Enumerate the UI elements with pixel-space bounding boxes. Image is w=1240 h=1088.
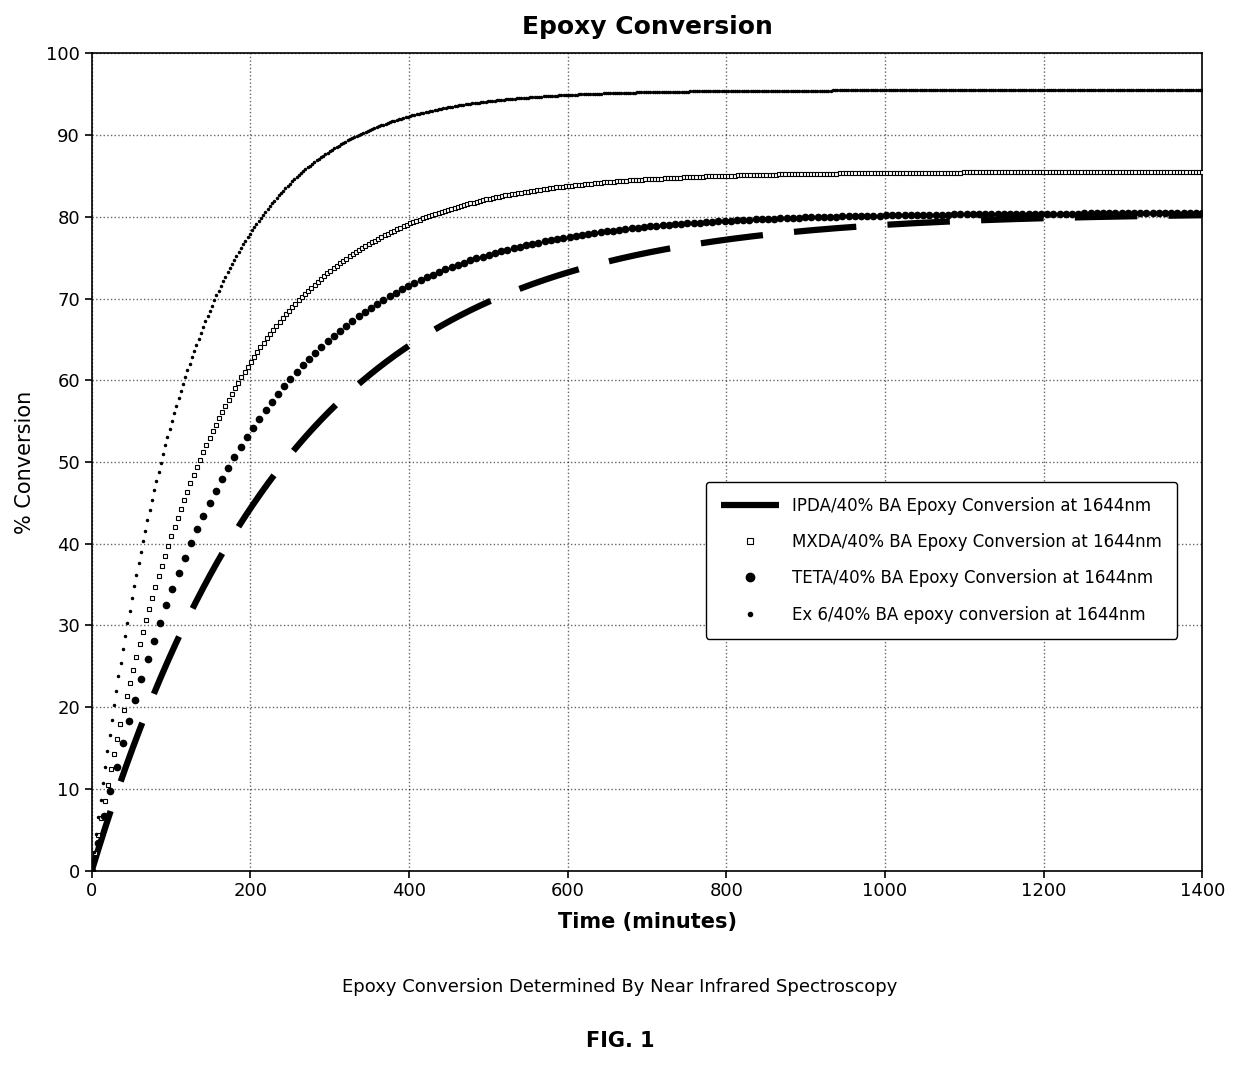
TETA/40% BA Epoxy Conversion at 1644nm <box>103 784 118 798</box>
IPDA/40% BA Epoxy Conversion at 1644nm <box>211 554 226 567</box>
MXDA/40% BA Epoxy Conversion at 1644nm <box>84 864 99 877</box>
MXDA/40% BA Epoxy Conversion at 1644nm <box>381 227 396 240</box>
TETA/40% BA Epoxy Conversion at 1644nm <box>84 864 99 877</box>
IPDA/40% BA Epoxy Conversion at 1644nm <box>1173 209 1188 222</box>
IPDA/40% BA Epoxy Conversion at 1644nm <box>1195 209 1210 222</box>
IPDA/40% BA Epoxy Conversion at 1644nm <box>558 267 573 280</box>
X-axis label: Time (minutes): Time (minutes) <box>558 912 737 931</box>
MXDA/40% BA Epoxy Conversion at 1644nm <box>1147 165 1162 178</box>
Ex 6/40% BA epoxy conversion at 1644nm <box>611 86 626 99</box>
Line: TETA/40% BA Epoxy Conversion at 1644nm: TETA/40% BA Epoxy Conversion at 1644nm <box>89 210 1205 874</box>
TETA/40% BA Epoxy Conversion at 1644nm <box>506 242 521 255</box>
MXDA/40% BA Epoxy Conversion at 1644nm <box>596 176 611 189</box>
Line: MXDA/40% BA Epoxy Conversion at 1644nm: MXDA/40% BA Epoxy Conversion at 1644nm <box>91 171 1204 873</box>
IPDA/40% BA Epoxy Conversion at 1644nm <box>84 864 99 877</box>
Ex 6/40% BA epoxy conversion at 1644nm <box>1168 84 1183 97</box>
IPDA/40% BA Epoxy Conversion at 1644nm <box>1054 211 1069 224</box>
MXDA/40% BA Epoxy Conversion at 1644nm <box>676 171 691 184</box>
IPDA/40% BA Epoxy Conversion at 1644nm <box>510 283 525 296</box>
TETA/40% BA Epoxy Conversion at 1644nm <box>314 341 329 354</box>
Line: IPDA/40% BA Epoxy Conversion at 1644nm: IPDA/40% BA Epoxy Conversion at 1644nm <box>92 215 1203 870</box>
MXDA/40% BA Epoxy Conversion at 1644nm <box>1179 165 1194 178</box>
Ex 6/40% BA epoxy conversion at 1644nm <box>745 85 760 98</box>
Ex 6/40% BA epoxy conversion at 1644nm <box>686 85 701 98</box>
Text: FIG. 1: FIG. 1 <box>585 1031 655 1051</box>
Ex 6/40% BA epoxy conversion at 1644nm <box>619 86 634 99</box>
TETA/40% BA Epoxy Conversion at 1644nm <box>215 473 229 486</box>
Line: Ex 6/40% BA epoxy conversion at 1644nm: Ex 6/40% BA epoxy conversion at 1644nm <box>91 89 1203 871</box>
TETA/40% BA Epoxy Conversion at 1644nm <box>1158 207 1173 220</box>
Text: Epoxy Conversion Determined By Near Infrared Spectroscopy: Epoxy Conversion Determined By Near Infr… <box>342 978 898 996</box>
TETA/40% BA Epoxy Conversion at 1644nm <box>1195 207 1210 220</box>
Title: Epoxy Conversion: Epoxy Conversion <box>522 15 773 39</box>
IPDA/40% BA Epoxy Conversion at 1644nm <box>277 456 291 469</box>
Y-axis label: % Conversion: % Conversion <box>15 391 35 534</box>
TETA/40% BA Epoxy Conversion at 1644nm <box>1071 207 1086 220</box>
Legend: IPDA/40% BA Epoxy Conversion at 1644nm, MXDA/40% BA Epoxy Conversion at 1644nm, : IPDA/40% BA Epoxy Conversion at 1644nm, … <box>706 482 1177 639</box>
MXDA/40% BA Epoxy Conversion at 1644nm <box>1195 165 1210 178</box>
Ex 6/40% BA epoxy conversion at 1644nm <box>994 84 1009 97</box>
Ex 6/40% BA epoxy conversion at 1644nm <box>1195 84 1210 97</box>
MXDA/40% BA Epoxy Conversion at 1644nm <box>740 169 755 182</box>
Ex 6/40% BA epoxy conversion at 1644nm <box>84 864 99 877</box>
